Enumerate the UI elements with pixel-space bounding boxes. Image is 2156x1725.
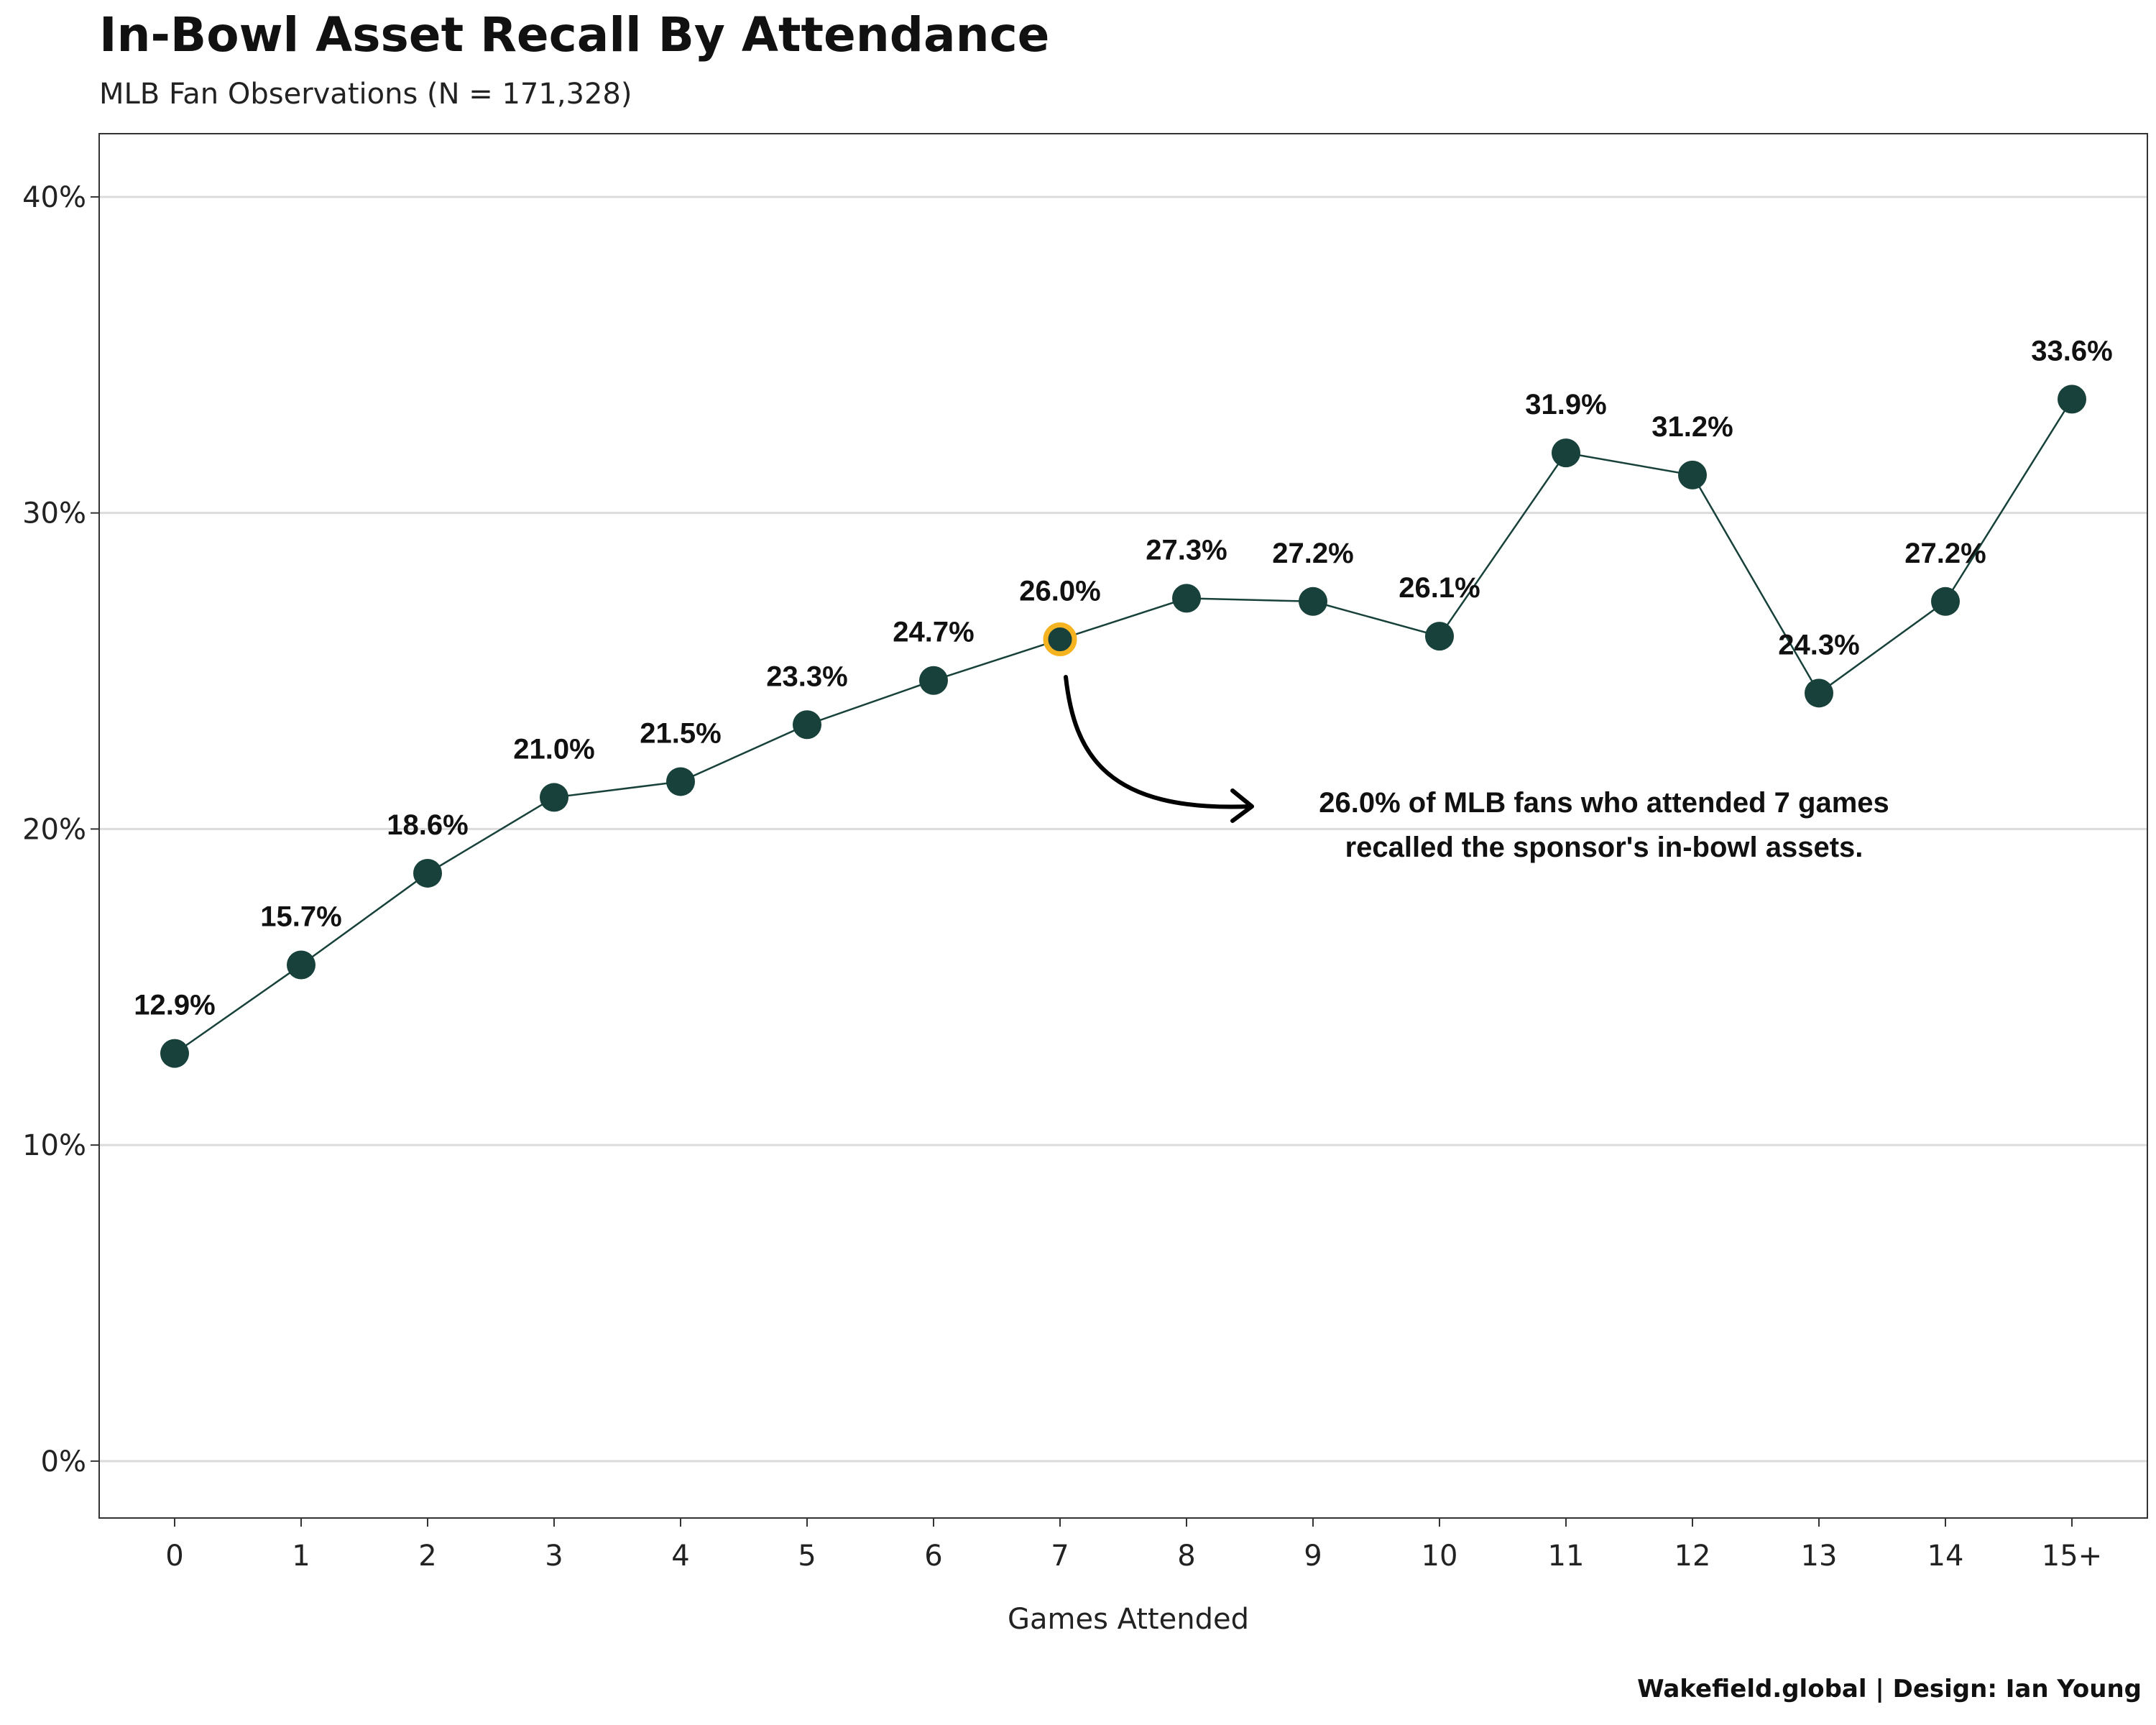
y-tick-label: 20% bbox=[22, 813, 86, 846]
x-tick-label: 13 bbox=[1801, 1540, 1838, 1573]
data-point bbox=[1552, 438, 1580, 468]
data-point bbox=[2058, 385, 2086, 414]
x-axis: 0 1 2 3 4 5 6 7 8 9 10 11 12 13 14 15+ bbox=[165, 1518, 2102, 1573]
data-point bbox=[540, 783, 568, 812]
data-label: 12.9% bbox=[134, 990, 215, 1021]
data-label: 27.2% bbox=[1272, 538, 1353, 569]
y-tick-label: 0% bbox=[41, 1445, 86, 1478]
x-tick-label: 10 bbox=[1422, 1540, 1458, 1573]
data-point bbox=[1931, 586, 1960, 616]
y-tick-label: 40% bbox=[22, 181, 86, 214]
chart-title: In-Bowl Asset Recall By Attendance bbox=[99, 7, 1050, 63]
x-tick-label: 0 bbox=[165, 1540, 183, 1573]
data-point bbox=[919, 666, 948, 695]
x-tick-label: 7 bbox=[1051, 1540, 1069, 1573]
data-label: 23.3% bbox=[766, 661, 847, 692]
data-points bbox=[160, 385, 2086, 1068]
data-label: 31.9% bbox=[1525, 389, 1606, 420]
x-tick-label: 3 bbox=[545, 1540, 563, 1573]
y-axis: 0% 10% 20% 30% 40% bbox=[22, 181, 99, 1478]
data-point bbox=[1425, 622, 1454, 651]
y-tick-label: 30% bbox=[22, 497, 86, 530]
data-label: 31.2% bbox=[1651, 411, 1733, 443]
x-tick-label: 2 bbox=[418, 1540, 436, 1573]
data-label: 26.1% bbox=[1399, 572, 1480, 604]
data-point bbox=[1678, 460, 1707, 489]
x-tick-label: 15+ bbox=[2042, 1540, 2102, 1573]
x-tick-label: 14 bbox=[1927, 1540, 1964, 1573]
annotation-line-2: recalled the sponsor's in-bowl assets. bbox=[1345, 832, 1864, 863]
x-tick-label: 12 bbox=[1674, 1540, 1711, 1573]
data-point bbox=[1299, 586, 1327, 616]
x-tick-label: 4 bbox=[671, 1540, 689, 1573]
x-tick-label: 5 bbox=[798, 1540, 816, 1573]
data-point bbox=[287, 950, 315, 980]
data-point bbox=[1172, 584, 1201, 613]
gridlines bbox=[99, 196, 2147, 1463]
x-tick-label: 8 bbox=[1177, 1540, 1195, 1573]
series-line-path bbox=[174, 398, 2073, 1054]
annotation-arrowhead bbox=[1230, 788, 1254, 823]
series-line bbox=[174, 398, 2073, 1054]
data-point bbox=[793, 710, 821, 740]
annotation: 26.0% of MLB fans who attended 7 games r… bbox=[1064, 675, 1889, 863]
highlighted-data-point bbox=[1043, 622, 1077, 657]
x-tick-label: 9 bbox=[1304, 1540, 1322, 1573]
x-axis-title: Games Attended bbox=[1008, 1603, 1249, 1636]
data-labels: 12.9% 15.7% 18.6% 21.0% 21.5% 23.3% 24.7% 26.0%… bbox=[134, 335, 2112, 1021]
data-point bbox=[160, 1039, 189, 1068]
data-label: 21.5% bbox=[640, 717, 721, 749]
x-tick-label: 6 bbox=[924, 1540, 942, 1573]
data-point bbox=[666, 767, 695, 796]
annotation-arrow bbox=[1064, 675, 1253, 809]
data-label: 24.3% bbox=[1778, 629, 1859, 661]
plot-frame bbox=[98, 133, 2148, 1519]
data-label: 33.6% bbox=[2031, 335, 2112, 367]
data-label: 18.6% bbox=[387, 809, 468, 841]
data-label: 26.0% bbox=[1019, 576, 1100, 607]
data-label: 15.7% bbox=[260, 901, 341, 932]
data-point bbox=[413, 858, 442, 888]
data-point bbox=[1805, 678, 1833, 708]
y-tick-label: 10% bbox=[22, 1129, 86, 1162]
chart-caption: Wakefield.global | Design: Ian Young bbox=[1637, 1675, 2142, 1703]
data-label: 21.0% bbox=[513, 733, 594, 765]
data-label: 27.3% bbox=[1146, 534, 1227, 566]
chart-subtitle: MLB Fan Observations (N = 171,328) bbox=[99, 78, 632, 111]
annotation-line-1: 26.0% of MLB fans who attended 7 games bbox=[1319, 787, 1889, 819]
data-label: 27.2% bbox=[1904, 538, 1986, 569]
x-tick-label: 11 bbox=[1548, 1540, 1585, 1573]
data-label: 24.7% bbox=[893, 617, 974, 648]
x-tick-label: 1 bbox=[292, 1540, 310, 1573]
